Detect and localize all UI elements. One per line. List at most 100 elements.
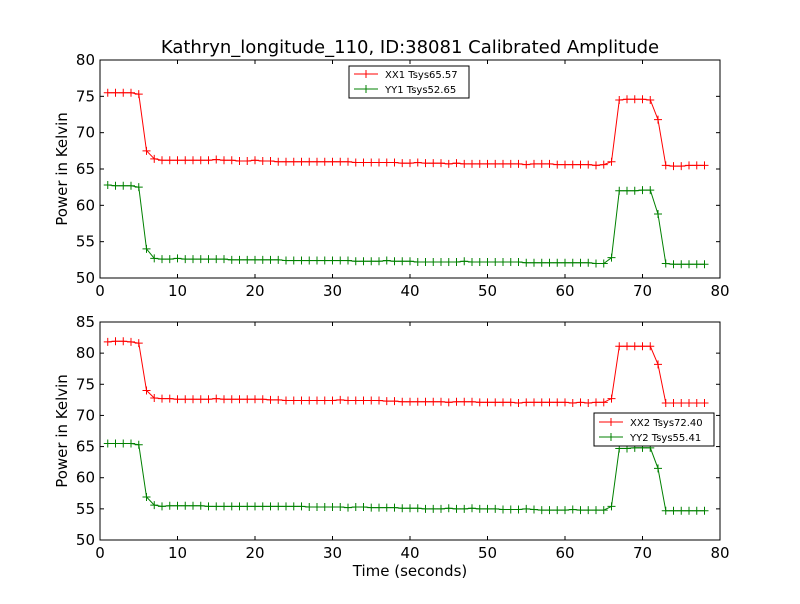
top-data-point-1	[452, 159, 461, 168]
bottom-data-point-1	[274, 395, 283, 404]
top-data-point-2	[623, 186, 631, 195]
bottom-legend: XX2 Tsys72.40 YY2 Tsys55.41	[593, 412, 715, 447]
top-data-point-2	[266, 255, 275, 264]
bottom-data-point-1	[460, 397, 469, 406]
top-x-tick-label: 50	[478, 282, 497, 300]
top-data-point-2	[468, 258, 476, 267]
bottom-data-point-2	[212, 502, 221, 511]
bottom-data-point-2	[468, 504, 476, 513]
top-ticks: 0 10 20 30 40 50 60 70 80 50 55 60 65 70 75 80	[76, 51, 730, 300]
bottom-data-point-2	[483, 504, 492, 513]
top-data-point-1	[514, 159, 523, 168]
top-data-point-2	[561, 258, 569, 267]
top-data-point-1	[289, 157, 298, 166]
top-data-point-2	[460, 257, 469, 266]
top-data-point-1	[134, 90, 143, 99]
top-data-point-1	[421, 159, 430, 168]
bottom-data-point-1	[351, 396, 360, 405]
top-data-point-1	[212, 155, 221, 164]
top-data-point-1	[398, 159, 407, 168]
bottom-data-point-1	[475, 398, 484, 407]
bottom-data-point-2	[111, 439, 120, 448]
top-data-point-2	[398, 257, 407, 266]
top-y-tick-label: 80	[76, 51, 95, 69]
top-x-tick-label: 80	[710, 282, 729, 300]
bottom-y-tick-label: 80	[76, 344, 95, 362]
bottom-data-point-1	[297, 396, 306, 405]
top-data-point-2	[700, 260, 709, 269]
top-legend-box	[348, 65, 470, 99]
top-data-point-1	[258, 157, 267, 166]
bottom-data-point-2	[553, 506, 562, 515]
top-data-point-1	[522, 160, 531, 169]
top-data-point-2	[235, 255, 244, 264]
bottom-series-layer	[103, 337, 709, 515]
top-data-point-2	[382, 256, 391, 265]
bottom-data-point-1	[568, 398, 577, 407]
top-data-point-2	[158, 255, 166, 264]
bottom-data-point-2	[359, 502, 368, 511]
top-data-point-2	[584, 258, 593, 267]
top-data-point-2	[437, 258, 445, 267]
bottom-data-point-1	[243, 395, 252, 404]
bottom-subplot: Power in Kelvin Time (seconds) 0 10 20 30 40…	[53, 313, 730, 580]
bottom-data-point-2	[158, 502, 166, 511]
top-data-point-2	[444, 258, 453, 267]
top-x-tick-label: 70	[633, 282, 652, 300]
top-data-point-1	[537, 159, 546, 168]
top-data-point-1	[692, 161, 701, 170]
bottom-data-point-1	[258, 395, 267, 404]
top-data-point-1	[351, 158, 360, 167]
top-data-point-1	[599, 160, 608, 169]
bottom-data-point-1	[134, 339, 143, 348]
bottom-data-point-1	[390, 397, 399, 406]
bottom-data-point-2	[189, 501, 197, 510]
top-data-point-1	[196, 156, 205, 165]
top-data-point-2	[630, 186, 639, 195]
bottom-data-point-1	[561, 398, 569, 407]
bottom-data-point-2	[266, 502, 275, 511]
bottom-data-point-2	[336, 502, 345, 511]
bottom-y-tick-label: 55	[76, 500, 95, 518]
bottom-data-point-1	[669, 398, 678, 407]
top-data-point-2	[189, 255, 197, 264]
bottom-data-point-2	[522, 504, 531, 513]
top-data-point-2	[592, 259, 600, 268]
bottom-data-point-2	[181, 501, 190, 510]
top-legend-label-xx1: XX1 Tsys65.57	[385, 70, 458, 81]
top-y-tick-label: 65	[76, 160, 95, 178]
bottom-y-tick-label: 75	[76, 375, 95, 393]
bottom-x-axis-label: Time (seconds)	[352, 562, 468, 580]
bottom-data-point-2	[568, 505, 577, 514]
bottom-data-point-2	[165, 501, 174, 510]
top-data-point-1	[266, 157, 275, 166]
top-data-point-2	[243, 255, 252, 264]
bottom-data-point-2	[351, 502, 360, 511]
top-data-point-1	[251, 156, 259, 165]
bottom-data-point-1	[437, 397, 445, 406]
top-data-point-2	[142, 244, 151, 253]
top-data-point-2	[282, 256, 290, 265]
bottom-data-point-1	[196, 395, 205, 404]
top-legend-label-yy1: YY1 Tsys52.65	[384, 85, 456, 96]
top-data-point-2	[103, 180, 112, 189]
top-data-point-1	[235, 157, 244, 166]
top-data-point-2	[514, 258, 523, 267]
bottom-ticks: 0 10 20 30 40 50 60 70 80 50 55 60 65 70 75 80 85	[76, 313, 730, 562]
bottom-data-point-2	[545, 506, 554, 515]
bottom-data-point-1	[576, 398, 585, 407]
bottom-data-point-1	[630, 342, 639, 351]
bottom-data-point-2	[654, 464, 662, 473]
top-data-point-1	[615, 95, 624, 104]
top-data-point-2	[661, 259, 670, 268]
bottom-data-point-2	[599, 506, 608, 515]
bottom-data-point-1	[181, 395, 190, 404]
bottom-data-point-1	[111, 337, 120, 346]
top-data-point-2	[336, 256, 345, 265]
bottom-data-point-2	[437, 504, 445, 513]
top-data-point-1	[375, 158, 383, 167]
bottom-data-point-2	[204, 502, 213, 511]
bottom-legend-box	[593, 412, 715, 447]
bottom-data-point-1	[289, 396, 298, 405]
bottom-data-point-1	[607, 394, 616, 403]
